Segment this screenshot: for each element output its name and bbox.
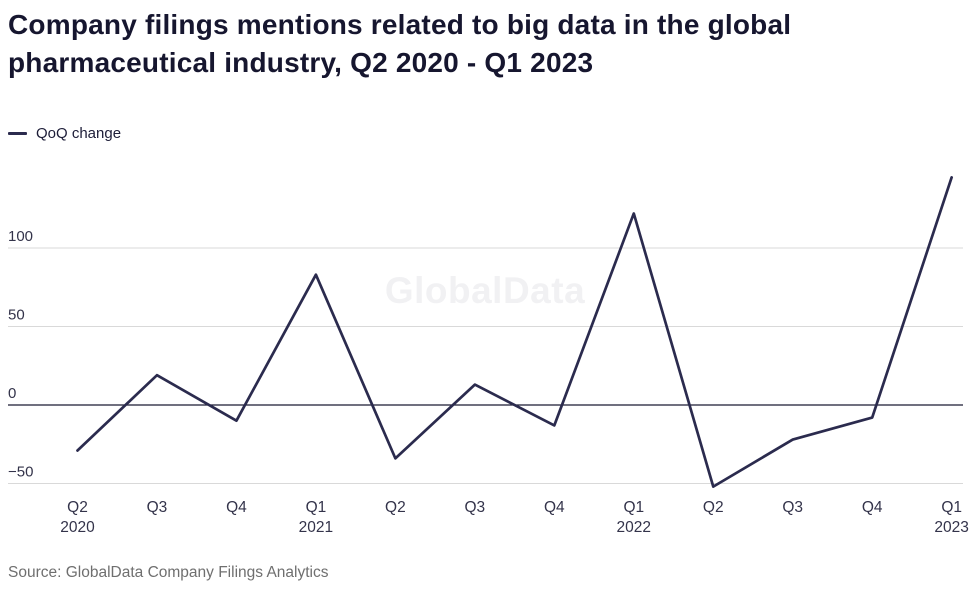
y-tick-label: 50 xyxy=(8,307,25,324)
x-year-label: 2022 xyxy=(617,519,651,535)
series-line-qoq-change xyxy=(76,176,954,488)
x-tick-label: Q1 xyxy=(306,499,327,516)
x-tick-label: Q3 xyxy=(147,499,168,516)
x-tick-label: Q1 xyxy=(623,499,644,516)
x-tick-label: Q2 xyxy=(703,499,724,516)
y-tick-label: 0 xyxy=(8,385,16,402)
source-note: Source: GlobalData Company Filings Analy… xyxy=(8,564,329,581)
legend: QoQ change xyxy=(8,125,121,142)
legend-label: QoQ change xyxy=(36,125,122,142)
x-tick-label: Q1 xyxy=(941,499,962,516)
line-chart: 100 50 0 −50 Q2 2020 Q3 Q4 Q1 2021 Q2 Q3 Q4 Q1 2022 Q2 Q… xyxy=(8,176,969,535)
x-tick-label: Q2 xyxy=(67,499,88,516)
y-tick-label: 100 xyxy=(8,228,33,245)
x-tick-label: Q2 xyxy=(385,499,406,516)
x-tick-label: Q4 xyxy=(544,499,565,516)
x-tick-label: Q3 xyxy=(782,499,803,516)
x-year-label: 2021 xyxy=(299,519,333,535)
x-tick-label: Q4 xyxy=(226,499,247,516)
y-tick-label: −50 xyxy=(8,464,33,481)
legend-line-swatch xyxy=(8,132,27,135)
x-tick-label: Q3 xyxy=(465,499,486,516)
chart-title: Company filings mentions related to big … xyxy=(8,9,792,78)
x-year-label: 2020 xyxy=(60,519,95,535)
chart-area: GlobalData 100 50 0 −50 Q2 2020 Q3 Q4 Q1 2021 Q2 Q3… xyxy=(0,160,970,535)
x-year-label: 2023 xyxy=(934,519,968,535)
x-tick-label: Q4 xyxy=(862,499,883,516)
